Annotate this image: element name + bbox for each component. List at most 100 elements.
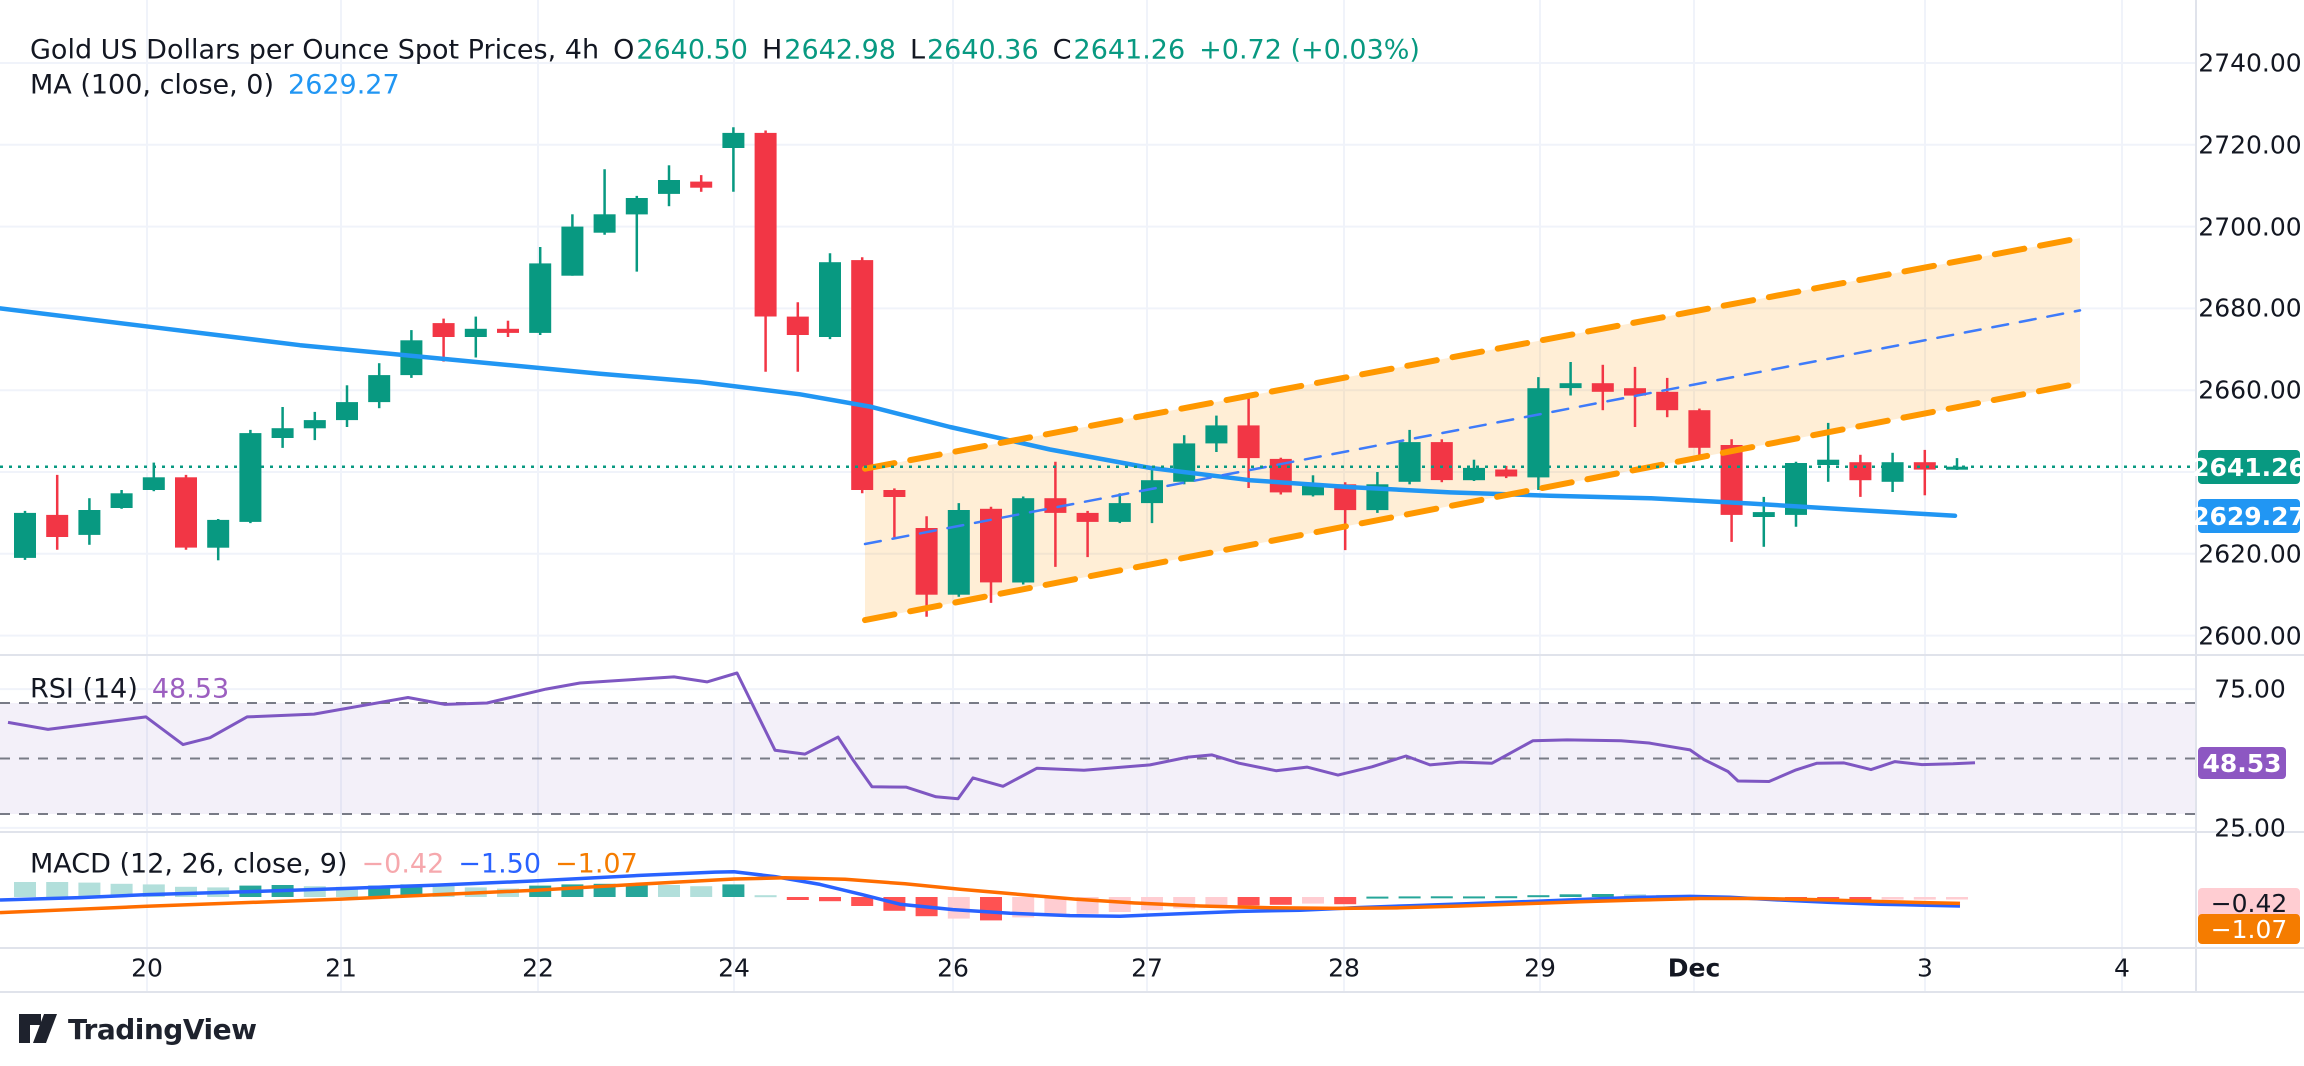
time-axis-label: 27 <box>1131 953 1163 983</box>
price-axis-label: 2680.00 <box>2198 293 2302 323</box>
macd-signal-line <box>0 876 1961 915</box>
candle <box>1752 512 1775 517</box>
candle <box>1946 466 1968 470</box>
macd-signal-value: −1.07 <box>555 848 638 880</box>
channel-mid-line <box>863 309 2082 546</box>
candle <box>14 512 36 558</box>
candle <box>915 528 938 595</box>
macd-hist-bar <box>78 882 101 897</box>
macd-hist-bar <box>1559 894 1582 897</box>
macd-hist-bar <box>690 886 713 897</box>
rsi-legend[interactable]: RSI (14) 48.53 <box>30 676 229 703</box>
candle <box>658 180 680 194</box>
macd-hist-bar <box>1398 896 1421 899</box>
tradingview-logo-icon <box>19 1014 57 1043</box>
candle <box>1141 480 1163 504</box>
candle <box>1817 459 1840 465</box>
candle <box>1173 443 1196 482</box>
candle <box>46 514 69 537</box>
price-axis-label: 2620.00 <box>2198 539 2302 569</box>
ma-value-badge: 2629.27 <box>2192 499 2304 533</box>
candle <box>1108 503 1131 522</box>
time-axis-label: 4 <box>2114 953 2130 983</box>
price-axis-label: 2720.00 <box>2198 130 2302 160</box>
time-axis-label: 24 <box>718 953 750 983</box>
candle <box>690 181 713 188</box>
macd-hist-bar <box>625 883 648 897</box>
macd-label: MACD (12, 26, close, 9) <box>30 848 348 880</box>
candle <box>175 477 197 548</box>
macd-hist-bar <box>947 897 970 919</box>
candle <box>980 508 1002 583</box>
symbol-legend[interactable]: Gold US Dollars per Ounce Spot Prices, 4… <box>30 37 1420 64</box>
candle <box>722 132 745 148</box>
macd-hist-bar <box>1108 897 1131 912</box>
candle <box>1398 442 1421 482</box>
candle <box>368 375 391 403</box>
candle <box>819 262 841 337</box>
candle <box>1076 512 1099 522</box>
macd-signal-badge: −1.07 <box>2198 914 2300 944</box>
macd-hist-bar <box>1527 895 1550 898</box>
candle <box>883 490 906 497</box>
time-axis-label: 28 <box>1328 953 1360 983</box>
channel-fill <box>865 238 2080 621</box>
macd-hist-bar <box>1881 897 1904 900</box>
macd-hist-value: −0.42 <box>361 848 445 880</box>
ma-value: 2629.27 <box>288 69 400 101</box>
rsi-value: 48.53 <box>151 673 230 705</box>
candle <box>1012 498 1035 583</box>
candle <box>1881 462 1904 482</box>
candle <box>1334 484 1357 511</box>
candle <box>1527 388 1550 478</box>
channel-lower-line <box>862 380 2083 624</box>
tradingview-logo[interactable]: TradingView <box>18 1008 257 1050</box>
macd-hist-bar <box>1946 897 1968 900</box>
ma-legend[interactable]: MA (100, close, 0) 2629.27 <box>30 72 400 99</box>
candle <box>1559 383 1582 389</box>
candle <box>78 510 101 535</box>
macd-legend[interactable]: MACD (12, 26, close, 9) −0.42 −1.50 −1.0… <box>30 851 638 878</box>
macd-hist-bar <box>658 885 680 897</box>
macd-hist-bar <box>1591 894 1614 897</box>
tradingview-logo-text: TradingView <box>68 1012 257 1046</box>
candle <box>529 263 552 333</box>
candle <box>1785 463 1807 515</box>
macd-hist-bar <box>368 885 391 897</box>
candle <box>561 226 584 276</box>
macd-hist-bar <box>980 897 1002 921</box>
price-change: +0.72 (+0.03%) <box>1199 34 1420 66</box>
rsi-line <box>7 671 1976 801</box>
ohlc-low: L 2640.36 <box>909 34 1039 66</box>
candle <box>1430 442 1453 481</box>
candle <box>947 510 970 595</box>
price-axis-label: 2700.00 <box>2198 212 2302 242</box>
macd-hist-bar <box>1173 897 1196 909</box>
symbol-title: Gold US Dollars per Ounce Spot Prices, 4… <box>30 34 600 66</box>
candle <box>239 433 262 522</box>
candle <box>1495 469 1518 477</box>
ohlc-close: C 2641.26 <box>1052 34 1186 66</box>
rsi-label: RSI (14) <box>30 673 138 705</box>
candle <box>1205 425 1228 444</box>
macd-hist-bar <box>46 882 69 897</box>
macd-hist-bar <box>1463 896 1485 899</box>
candle <box>1591 383 1614 392</box>
price-axis-label: 2600.00 <box>2198 621 2302 651</box>
candle <box>1302 485 1324 496</box>
macd-hist-bar <box>1366 896 1389 899</box>
macd-hist-bar <box>336 886 358 897</box>
candle <box>271 428 294 438</box>
macd-hist-bar <box>1849 897 1872 900</box>
candle <box>1237 425 1260 459</box>
channel-upper-line <box>862 235 2083 472</box>
candle <box>625 198 648 215</box>
macd-hist-bar <box>786 897 809 900</box>
macd-hist-bar <box>14 882 36 897</box>
candle <box>432 323 455 337</box>
macd-hist-bar <box>1334 897 1357 905</box>
current-price-badge: 2641.26 <box>2192 450 2304 484</box>
candle <box>1849 462 1872 481</box>
